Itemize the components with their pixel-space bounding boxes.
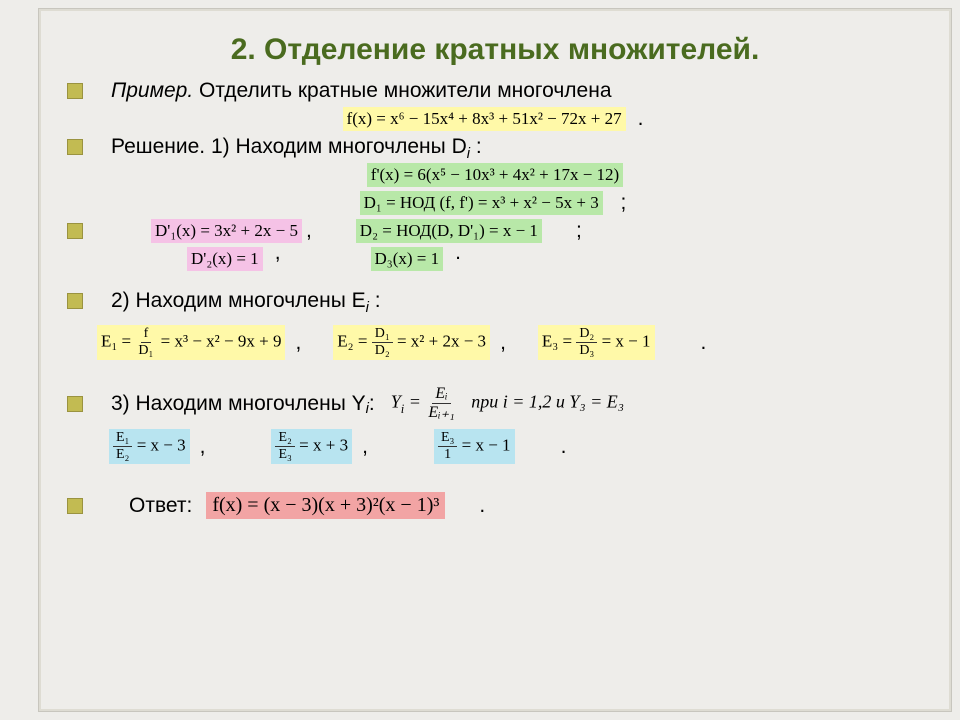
e3-lhs: E₃ = <box>542 331 576 350</box>
y-num: Eᵢ <box>432 386 450 404</box>
y3-num: E₃ <box>438 431 457 447</box>
answer-row: Ответ: f(x) = (x − 3)(x + 3)²(x − 1)³ . <box>67 492 923 519</box>
y1-num: E₁ <box>113 431 132 447</box>
d2p: D'₂(x) = 1 <box>187 247 263 271</box>
period: . <box>479 494 485 518</box>
d1p-d2-row: D'₁(x) = 3x² + 2x − 5 , D₂ = НОД(D, D'₁)… <box>67 219 923 243</box>
slide-frame: 2. Отделение кратных множителей. Пример.… <box>38 8 952 712</box>
solution-text: Решение. 1) Находим многочлены Di : <box>111 135 482 159</box>
period: . <box>701 331 707 355</box>
step2-text: 2) Находим многочлены Ei : <box>111 289 381 313</box>
e3-num: D₂ <box>576 327 597 343</box>
y-den: Eᵢ₊₁ <box>425 404 457 421</box>
y3: E₃1 = x − 1 <box>434 429 515 464</box>
d1: D₁ = НОД (f, f') = x³ + x² − 5x + 3 <box>360 191 603 215</box>
bullet-icon <box>67 139 83 155</box>
d2p-d3-row: D'₂(x) = 1 , D₃(x) = 1 . <box>187 247 923 271</box>
y-lhs: Y <box>391 392 401 412</box>
e1: E₁ = fD₁ = x³ − x² − 9x + 9 <box>97 325 285 360</box>
answer-formula: f(x) = (x − 3)(x + 3)²(x − 1)³ <box>206 492 445 519</box>
solution-row: Решение. 1) Находим многочлены Di : <box>67 135 923 159</box>
solution-body: Решение. 1) Находим многочлены D <box>111 135 467 158</box>
comma: , <box>306 219 312 243</box>
semicolon: ; <box>615 191 627 215</box>
slide-title: 2. Отделение кратных множителей. <box>67 33 923 67</box>
y3-rhs: = x − 1 <box>457 435 510 454</box>
step3-text: 3) Находим многочлены Yi : Yi = EᵢEᵢ₊₁ п… <box>111 384 628 423</box>
fprime-line: f'(x) = 6(x⁵ − 10x³ + 4x² + 17x − 12) <box>67 163 923 187</box>
comma: , <box>275 241 281 265</box>
y1-den: E₂ <box>113 447 132 462</box>
f-definition-line: f(x) = x⁶ − 15x⁴ + 8x³ + 51x² − 72x + 27… <box>67 107 923 131</box>
step2-body: 2) Находим многочлены E <box>111 289 366 312</box>
y2-den: E₃ <box>275 447 294 462</box>
e2-den: D₂ <box>372 343 393 358</box>
e3-den: D₃ <box>576 343 597 358</box>
bullet-icon <box>67 498 83 514</box>
bullet-icon <box>67 223 83 239</box>
comma: , <box>295 331 301 355</box>
y-i: i <box>401 402 405 416</box>
frac-icon: E₁E₂ <box>113 431 132 462</box>
d1p: D'₁(x) = 3x² + 2x − 5 <box>151 219 302 243</box>
e1-den: D₁ <box>135 343 156 358</box>
example-label: Пример. <box>111 79 193 102</box>
frac-icon: D₁D₂ <box>372 327 393 358</box>
y-formula: Yi = EᵢEᵢ₊₁ при i = 1,2 и Y₃ = E₃ <box>387 384 628 423</box>
step3-body: 3) Находим многочлены Y <box>111 392 366 416</box>
y2-rhs: = x + 3 <box>295 435 348 454</box>
y-eq: = <box>404 392 425 412</box>
bullet-icon <box>67 293 83 309</box>
y1: E₁E₂ = x − 3 <box>109 429 190 464</box>
step2-row: 2) Находим многочлены Ei : <box>67 289 923 313</box>
y-text: при i = 1,2 и Y₃ = E₃ <box>471 392 624 412</box>
y2: E₂E₃ = x + 3 <box>271 429 352 464</box>
period: . <box>455 241 461 265</box>
comma: , <box>362 435 368 459</box>
e-row: E₁ = fD₁ = x³ − x² − 9x + 9 , E₂ = D₁D₂ … <box>97 325 923 360</box>
y-results-row: E₁E₂ = x − 3 , E₂E₃ = x + 3 , E₃1 = x − … <box>109 429 923 464</box>
example-body: Отделить кратные множители многочлена <box>193 79 611 102</box>
frac-icon: fD₁ <box>135 327 156 358</box>
step3-sub: i <box>366 401 369 417</box>
step3-row: 3) Находим многочлены Yi : Yi = EᵢEᵢ₊₁ п… <box>67 384 923 423</box>
sol-sub: i <box>467 146 470 162</box>
e1-rhs: = x³ − x² − 9x + 9 <box>156 331 281 350</box>
step3-end: : <box>369 392 375 416</box>
d3: D₃(x) = 1 <box>371 247 444 271</box>
y3-den: 1 <box>441 447 454 462</box>
e1-lhs: E₁ = <box>101 331 135 350</box>
y1-rhs: = x − 3 <box>132 435 185 454</box>
frac-icon: EᵢEᵢ₊₁ <box>425 386 457 421</box>
d1-line: D₁ = НОД (f, f') = x³ + x² − 5x + 3 ; <box>67 191 923 215</box>
comma: , <box>500 331 506 355</box>
period: . <box>638 107 644 131</box>
f-definition: f(x) = x⁶ − 15x⁴ + 8x³ + 51x² − 72x + 27 <box>343 107 626 131</box>
d1p-d2-content: D'₁(x) = 3x² + 2x − 5 , D₂ = НОД(D, D'₁)… <box>111 219 923 243</box>
frac-icon: E₃1 <box>438 431 457 462</box>
bullet-icon <box>67 396 83 412</box>
y2-num: E₂ <box>275 431 294 447</box>
e3: E₃ = D₂D₃ = x − 1 <box>538 325 655 360</box>
step2-sub: i <box>366 300 369 316</box>
d2: D₂ = НОД(D, D'₁) = x − 1 <box>356 219 542 243</box>
example-row: Пример. Отделить кратные множители много… <box>67 79 923 103</box>
comma: , <box>200 435 206 459</box>
step2-end: : <box>369 289 381 312</box>
sol-end: : <box>470 135 482 158</box>
fprime: f'(x) = 6(x⁵ − 10x³ + 4x² + 17x − 12) <box>367 163 623 187</box>
semicolon: ; <box>576 219 582 243</box>
e2-rhs: = x² + 2x − 3 <box>393 331 486 350</box>
period: . <box>561 435 567 459</box>
bullet-icon <box>67 83 83 99</box>
e3-rhs: = x − 1 <box>597 331 650 350</box>
frac-icon: D₂D₃ <box>576 327 597 358</box>
e1-num: f <box>141 327 152 343</box>
e2-lhs: E₂ = <box>337 331 371 350</box>
frac-icon: E₂E₃ <box>275 431 294 462</box>
e2: E₂ = D₁D₂ = x² + 2x − 3 <box>333 325 490 360</box>
answer-label: Ответ: <box>129 494 192 518</box>
example-text: Пример. Отделить кратные множители много… <box>111 79 612 103</box>
e2-num: D₁ <box>372 327 393 343</box>
